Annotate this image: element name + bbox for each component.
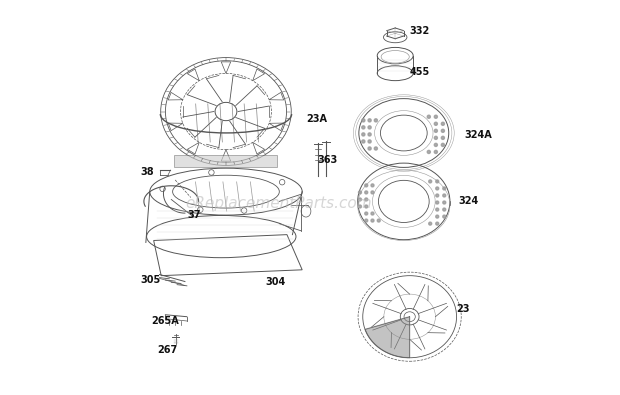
Text: 363: 363: [318, 155, 338, 166]
Circle shape: [434, 136, 438, 139]
Circle shape: [374, 147, 378, 150]
Text: eReplacementParts.com: eReplacementParts.com: [185, 196, 372, 211]
Text: 37: 37: [187, 210, 200, 220]
Circle shape: [358, 205, 361, 208]
Text: 38: 38: [140, 167, 154, 177]
Circle shape: [371, 212, 374, 215]
Text: 332: 332: [410, 26, 430, 36]
Circle shape: [441, 122, 445, 125]
Circle shape: [365, 219, 368, 222]
Circle shape: [368, 126, 371, 129]
Circle shape: [371, 191, 374, 194]
Text: 324A: 324A: [464, 130, 492, 140]
Circle shape: [443, 194, 446, 197]
Text: 23A: 23A: [306, 114, 327, 124]
Circle shape: [434, 115, 438, 118]
Circle shape: [443, 187, 446, 190]
Circle shape: [365, 198, 368, 201]
Circle shape: [427, 115, 430, 118]
Circle shape: [374, 119, 378, 122]
Circle shape: [428, 180, 432, 183]
Circle shape: [436, 180, 439, 183]
Circle shape: [436, 208, 439, 211]
Circle shape: [436, 201, 439, 204]
Circle shape: [428, 222, 432, 225]
Circle shape: [434, 143, 438, 147]
Circle shape: [362, 119, 365, 122]
Circle shape: [365, 184, 368, 187]
Circle shape: [365, 212, 368, 215]
Circle shape: [441, 129, 445, 132]
Text: 23: 23: [456, 304, 470, 314]
Circle shape: [368, 119, 371, 122]
Circle shape: [358, 198, 361, 201]
Circle shape: [441, 143, 445, 147]
Text: 305: 305: [140, 275, 160, 284]
Circle shape: [436, 222, 439, 225]
Circle shape: [427, 150, 430, 154]
Circle shape: [362, 133, 365, 136]
Circle shape: [377, 219, 380, 222]
Bar: [174, 155, 278, 167]
Circle shape: [436, 194, 439, 197]
Text: 324: 324: [459, 196, 479, 207]
Text: 455: 455: [410, 68, 430, 77]
Circle shape: [365, 191, 368, 194]
Circle shape: [368, 133, 371, 136]
Circle shape: [436, 187, 439, 190]
Text: 304: 304: [265, 276, 285, 286]
Circle shape: [434, 129, 438, 132]
Circle shape: [368, 147, 371, 150]
Text: 267: 267: [157, 345, 178, 355]
Circle shape: [368, 140, 371, 143]
Circle shape: [365, 205, 368, 208]
Circle shape: [441, 136, 445, 139]
Circle shape: [443, 208, 446, 211]
Circle shape: [358, 191, 361, 194]
Circle shape: [371, 184, 374, 187]
Circle shape: [436, 215, 439, 218]
Circle shape: [443, 215, 446, 218]
Circle shape: [434, 122, 438, 125]
Circle shape: [443, 201, 446, 204]
Circle shape: [371, 219, 374, 222]
Text: 265A: 265A: [152, 316, 179, 325]
Circle shape: [362, 140, 365, 143]
Circle shape: [434, 150, 438, 154]
Polygon shape: [365, 317, 410, 358]
Circle shape: [362, 126, 365, 129]
